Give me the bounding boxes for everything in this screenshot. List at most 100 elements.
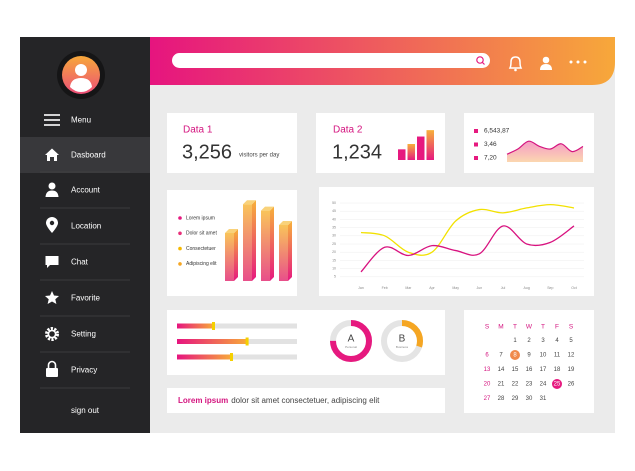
y-tick-label: 30 [332,234,336,238]
bar [407,144,415,160]
search-box[interactable] [172,53,490,68]
day-highlight [510,350,520,360]
day[interactable]: 24 [540,382,547,388]
bar-side [288,221,292,281]
legend-label: Lorem ipsum [186,215,215,221]
bar-side [252,200,256,281]
legend-swatch [474,129,478,133]
sign-out[interactable]: sign out [71,406,100,415]
menu-item[interactable]: Privacy [71,366,97,375]
slider-knob[interactable] [245,337,249,346]
slider-track[interactable] [177,354,297,360]
active-item-bg [20,137,150,173]
day[interactable]: 10 [540,353,547,359]
bar-top [279,221,292,225]
y-tick-label: 20 [332,250,336,254]
day[interactable]: 14 [498,367,505,373]
day[interactable]: 26 [568,382,575,388]
day[interactable]: 29 [512,396,519,402]
bar-side [270,206,274,281]
footer-text: Lorem ipsum dolor sit amet consectetuer, … [178,396,380,405]
day[interactable]: 16 [526,367,533,373]
day[interactable]: 30 [526,396,533,402]
user-icon[interactable] [542,56,550,64]
data2-title: Data 2 [333,125,363,136]
day[interactable]: 20 [484,382,491,388]
day[interactable]: 7 [499,353,503,359]
privacy-icon-shackle [47,360,57,368]
day[interactable]: 6 [485,353,489,359]
donut-arc [381,320,423,362]
footer-rest: dolor sit amet consectetuer, adipiscing … [231,396,380,405]
day[interactable]: 15 [512,367,519,373]
avatar-body [70,78,92,92]
y-tick-label: 35 [332,226,336,230]
day[interactable]: 25 [554,382,561,388]
bar-top [225,229,238,233]
legend-label: Consectetuer [186,246,216,252]
menu-item[interactable]: Location [71,222,101,231]
day[interactable]: 12 [568,353,575,359]
legend-label: 6,543,87 [484,128,510,135]
day[interactable]: 3 [541,338,545,344]
weekday: T [541,324,545,331]
data2-value: 1,234 [332,141,382,163]
day[interactable]: 17 [540,367,547,373]
y-tick-label: 45 [332,209,336,213]
slider-knob[interactable] [212,322,215,330]
data1-title: Data 1 [183,125,213,136]
bar-front [279,225,288,281]
x-tick-label: Apr [429,286,435,290]
day[interactable]: 18 [554,367,561,373]
legend-swatch [474,142,478,147]
day[interactable]: 1 [513,338,517,344]
legend-swatch [474,156,478,160]
slider-fill [177,323,213,329]
location-icon-dot [49,220,55,226]
day[interactable]: 31 [540,396,547,402]
day[interactable]: 2 [527,338,531,344]
legend-label: 7,20 [484,155,497,162]
slider-track[interactable] [177,323,297,329]
legend-label: 3,46 [484,141,497,148]
day[interactable]: 27 [484,396,491,402]
sparkline-area [507,141,583,162]
day[interactable]: 4 [555,338,559,344]
day[interactable]: 19 [568,367,575,373]
day[interactable]: 8 [513,353,517,359]
search-icon-handle [481,61,485,65]
menu-item[interactable]: Account [71,186,101,195]
slider-knob[interactable] [230,353,233,361]
menu-item[interactable]: Dasboard [71,151,106,160]
menu-item[interactable]: Chat [71,258,89,267]
chat-icon [45,256,59,268]
day-highlight [552,379,562,389]
bar-front [225,233,234,281]
weekday: S [569,324,574,331]
bell-icon[interactable] [508,56,523,69]
x-tick-label: Jul [501,286,506,290]
day[interactable]: 9 [527,353,531,359]
day[interactable]: 21 [498,382,505,388]
menu-item[interactable]: Favorite [71,294,100,303]
day[interactable]: 5 [569,338,573,344]
day[interactable]: 23 [526,382,533,388]
menu-icon[interactable] [44,114,60,126]
data1-value: 3,256 [182,141,232,163]
slider-fill [177,354,231,360]
search-icon[interactable] [476,56,484,64]
day[interactable]: 22 [512,382,519,388]
day[interactable]: 13 [484,367,491,373]
menu-item[interactable]: Setting [71,330,96,339]
day[interactable]: 11 [554,353,561,359]
bar-3d [225,229,238,281]
day[interactable]: 28 [498,396,505,402]
x-tick-label: Aug [524,286,530,290]
bar-3d [261,206,274,281]
bar-front [243,204,252,281]
weekday: M [498,324,503,331]
sparkline [506,140,584,155]
more-icon[interactable] [569,60,587,64]
legend-dot [178,246,182,251]
user-icon-body [540,64,552,70]
